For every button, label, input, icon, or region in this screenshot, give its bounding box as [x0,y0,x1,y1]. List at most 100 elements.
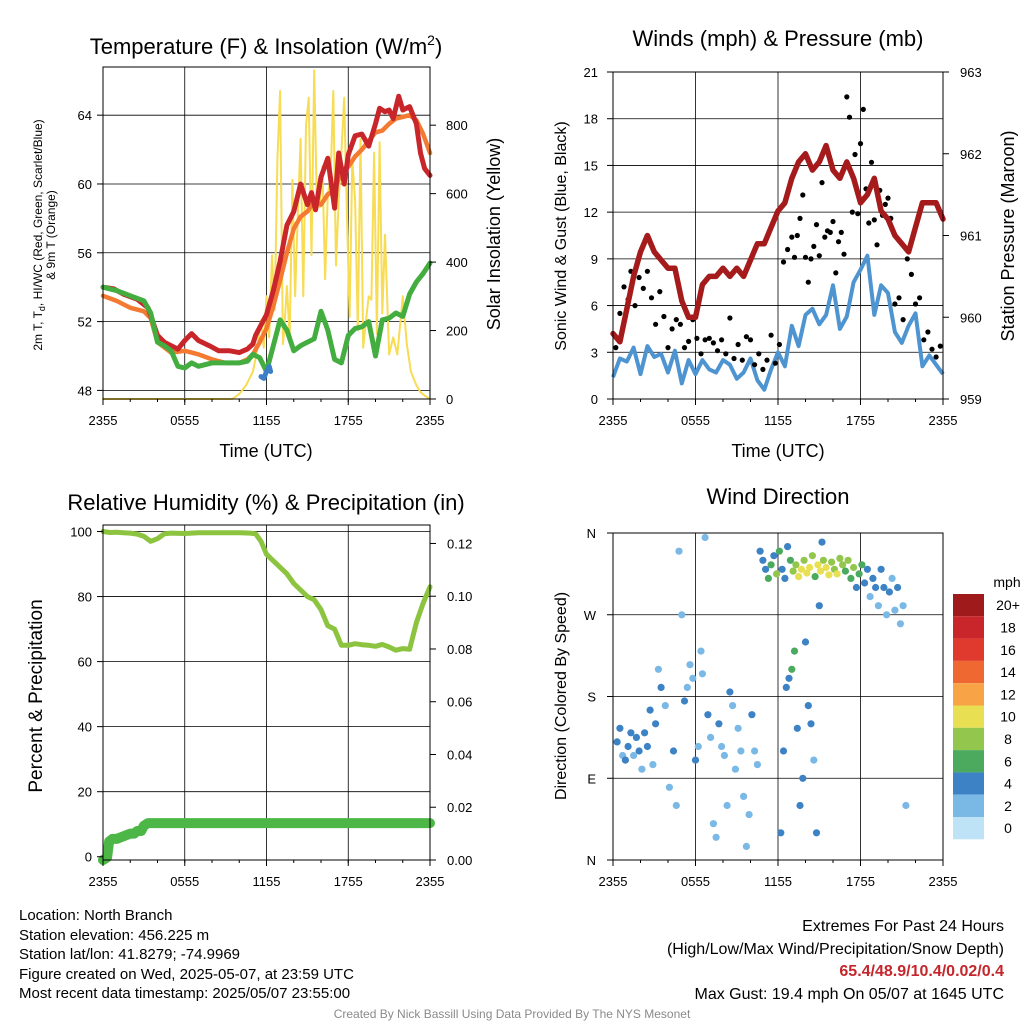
y2-tick-label: 961 [960,229,982,244]
direction-point [841,567,850,575]
gust-point [698,351,704,357]
direction-point [778,565,786,573]
direction-point [891,606,899,614]
direction-point [753,761,762,769]
direction-point [812,829,821,837]
legend-label: 6 [1004,753,1012,769]
direction-point [863,565,872,573]
series-line-precipitation [98,818,435,865]
legend-swatch [953,794,984,817]
x-tick-label: 1155 [764,874,792,889]
gust-point [885,195,891,201]
gust-point [760,366,766,372]
y2-tick-label: 0.00 [447,853,472,868]
gust-point [830,218,836,225]
max-gust: Max Gust: 19.4 mph On 05/07 at 1645 UTC [694,985,1005,1003]
direction-point [665,783,674,791]
humidity-panel: Relative Humidity (%) & Precipitation (i… [26,490,472,889]
gust-point [669,326,675,332]
x-tick-label: 2355 [599,413,628,428]
legend-swatch [953,750,984,773]
legend-swatch [953,772,984,795]
gust-point [852,151,858,158]
x-tick-label: 1755 [334,413,363,428]
direction-point [669,747,678,755]
gust-point [805,279,811,285]
gust-point [835,239,842,245]
gust-point [640,285,646,291]
direction-point [822,563,830,572]
direction-point [872,583,880,592]
direction-point [899,602,907,610]
direction-point [888,574,896,583]
winds-xlabel: Time (UTC) [731,441,824,461]
humidity-series [98,529,435,865]
x-tick-label: 0555 [681,874,710,889]
direction-point [861,579,869,587]
y-tick-label: 3 [591,345,598,360]
gust-point [857,141,864,147]
direction-points [613,533,910,851]
y-tick-label: 100 [70,525,92,540]
direction-point [678,611,686,619]
gust-point [912,301,919,307]
gust-point [677,321,684,327]
direction-point [627,729,635,737]
gust-point [833,270,839,276]
direction-point [672,801,680,810]
direction-point [793,724,801,732]
direction-point [715,720,723,728]
gust-point [860,106,866,112]
direction-point [880,583,888,592]
gust-point [900,317,906,323]
temperature-title: Temperature (F) & Insolation (W/m2) [90,32,443,59]
y-tick-label: 0 [85,850,92,865]
direction-point [630,751,638,760]
series-line-2m-td [100,260,433,374]
gust-point [819,180,825,186]
direction-point [638,765,646,773]
direction-point [756,547,764,555]
direction-point [770,552,778,560]
gust-point [802,254,809,260]
y2-tick-label: 200 [446,324,468,339]
gust-point [811,243,817,249]
direction-point [807,720,815,728]
gust-point [841,251,847,257]
direction-point [785,674,793,682]
extremes-subtitle: (High/Low/Max Wind/Precipitation/Snow De… [666,940,1004,958]
gust-point [743,334,750,340]
series-line-relative-humidity [100,529,433,653]
gust-point [904,256,910,262]
x-tick-label: 2355 [89,874,118,889]
direction-point [759,556,767,564]
y-tick-label: 20 [78,785,92,800]
gust-point [686,338,692,344]
direction-title: Wind Direction [706,484,849,509]
gust-point [871,217,877,223]
direction-point [698,670,707,678]
extremes-box: Extremes For Past 24 Hours (High/Low/Max… [667,916,1004,1006]
gust-point [896,295,902,301]
legend-label: 20+ [996,597,1020,613]
direction-point [720,751,729,760]
gust-point [791,254,798,260]
humidity-title: Relative Humidity (%) & Precipitation (i… [67,490,464,515]
direction-point [828,558,836,566]
direction-point [689,674,697,682]
gust-point [764,357,770,363]
x-tick-label: 0555 [170,413,199,428]
direction-point [707,733,715,742]
direction-point [818,538,826,546]
x-tick-label: 1755 [334,874,363,889]
gust-point [925,329,931,335]
speed-legend-title: mph [993,574,1020,590]
direction-point [613,738,621,746]
gust-point [735,341,741,348]
legend-label: 14 [1000,664,1016,680]
direction-point [815,602,823,610]
direction-point [742,842,751,851]
temperature-panel: Temperature (F) & Insolation (W/m2) 48 52… [31,32,504,461]
direction-point [869,574,877,583]
